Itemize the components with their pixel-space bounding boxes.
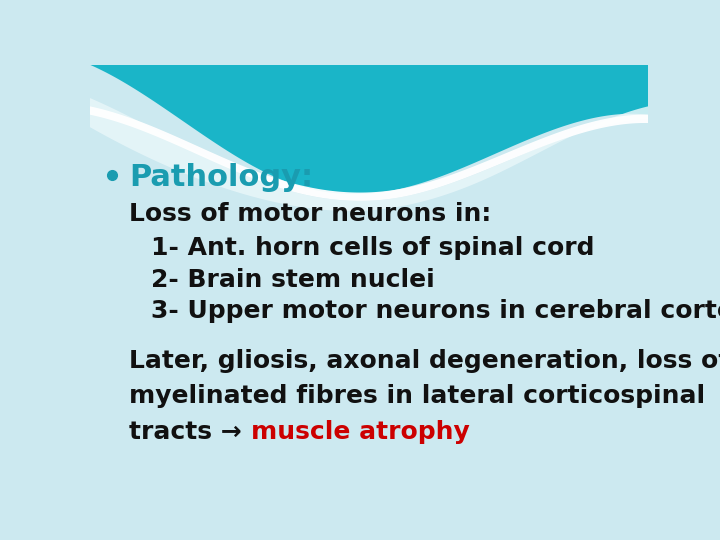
- Text: Pathology:: Pathology:: [129, 163, 313, 192]
- Polygon shape: [90, 65, 648, 194]
- Text: 3- Upper motor neurons in cerebral cortex: 3- Upper motor neurons in cerebral corte…: [151, 299, 720, 323]
- Text: Loss of motor neurons in:: Loss of motor neurons in:: [129, 202, 491, 226]
- Polygon shape: [90, 106, 648, 201]
- Polygon shape: [90, 98, 648, 211]
- Text: muscle atrophy: muscle atrophy: [251, 420, 469, 443]
- Text: tracts →: tracts →: [129, 420, 251, 443]
- Text: Later, gliosis, axonal degeneration, loss of: Later, gliosis, axonal degeneration, los…: [129, 349, 720, 373]
- Text: 1- Ant. horn cells of spinal cord: 1- Ant. horn cells of spinal cord: [151, 236, 595, 260]
- Text: 2- Brain stem nuclei: 2- Brain stem nuclei: [151, 267, 435, 292]
- Text: myelinated fibres in lateral corticospinal: myelinated fibres in lateral corticospin…: [129, 384, 705, 408]
